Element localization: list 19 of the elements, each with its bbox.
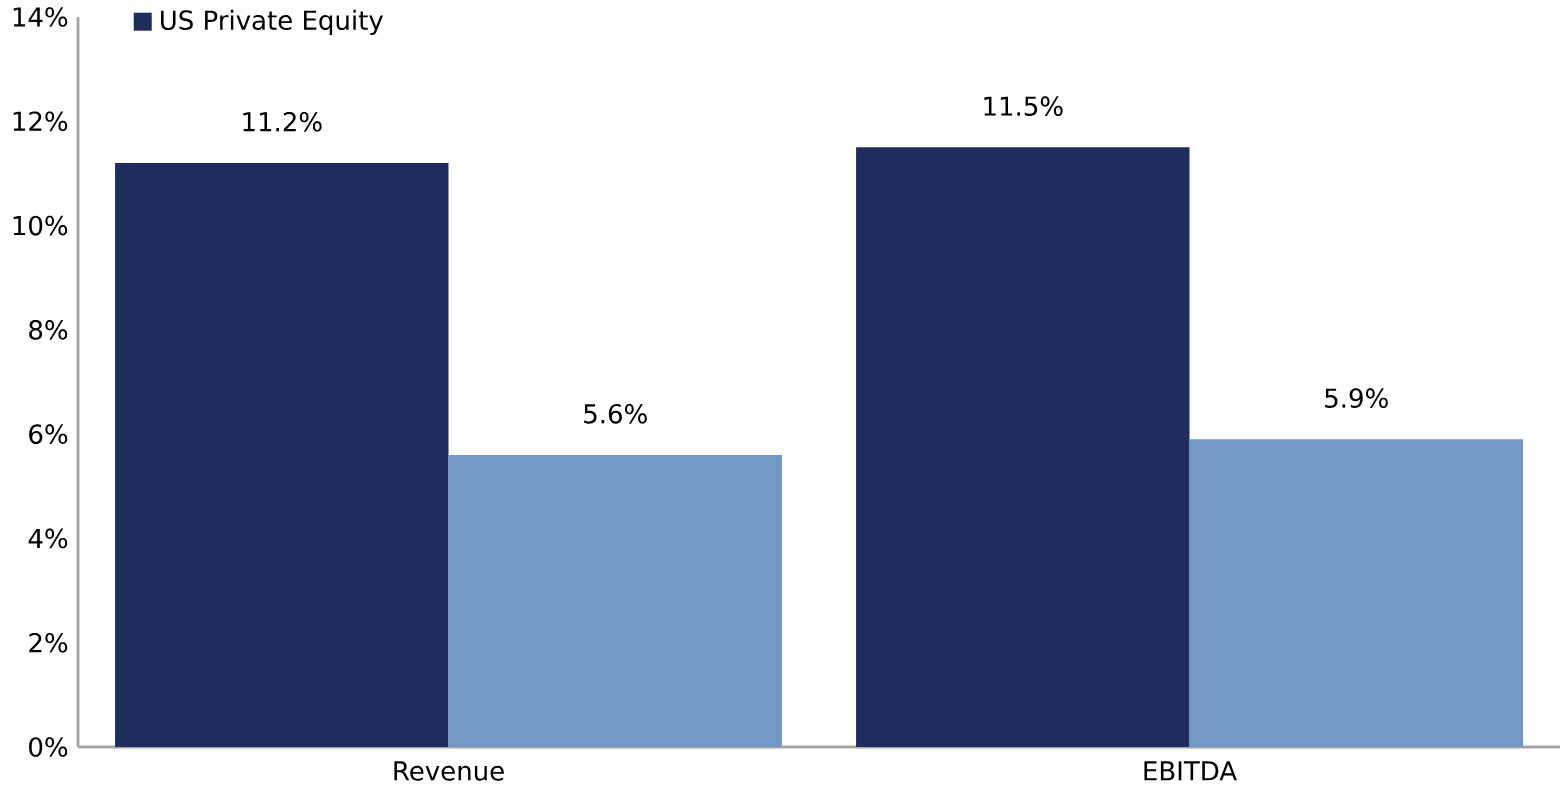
bar [115, 163, 449, 747]
legend-label: US Private Equity [161, 9, 383, 36]
data-label: 5.6% [584, 403, 647, 424]
data-label: 11.2% [243, 111, 322, 132]
y-tick-label: 10% [13, 215, 68, 236]
x-tick-label: EBITDA [1144, 761, 1237, 781]
bar [1189, 439, 1523, 747]
y-tick-label: 2% [29, 632, 68, 653]
y-tick-label: 4% [28, 528, 68, 549]
data-label: 5.9% [1325, 388, 1388, 409]
data-label: 11.5% [984, 96, 1063, 116]
y-tick-label: 0% [29, 737, 68, 757]
y-tick-label: 6% [29, 424, 68, 444]
y-tick-label: 8% [29, 320, 68, 340]
y-tick-label: 14% [13, 7, 68, 27]
y-tick-label: 12% [13, 111, 68, 132]
bar [856, 147, 1190, 747]
x-tick-label: Revenue [394, 761, 504, 781]
bar [448, 455, 782, 747]
